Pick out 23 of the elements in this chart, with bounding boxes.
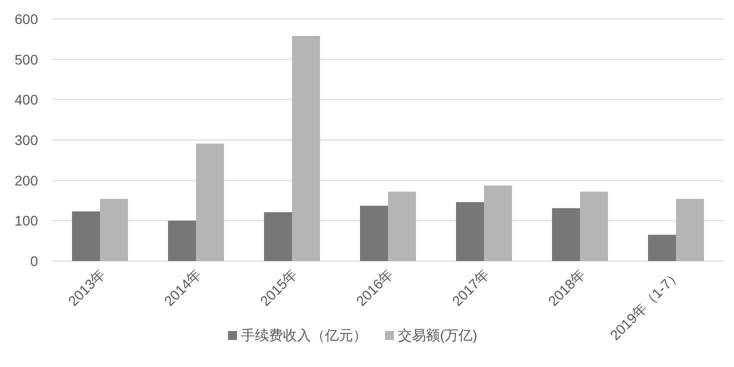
bar bbox=[388, 192, 416, 261]
bar bbox=[648, 234, 676, 261]
y-tick-label: 100 bbox=[14, 212, 38, 229]
bar bbox=[456, 202, 484, 261]
y-tick-label: 500 bbox=[14, 51, 38, 68]
legend-label: 手续费收入（亿元） bbox=[241, 327, 367, 343]
y-tick-label: 400 bbox=[14, 92, 38, 108]
bar bbox=[72, 211, 100, 261]
bar bbox=[168, 220, 196, 261]
bar bbox=[484, 186, 512, 261]
y-tick-label: 300 bbox=[14, 132, 38, 148]
y-tick-label: 200 bbox=[14, 172, 38, 188]
bar bbox=[292, 36, 320, 261]
bar bbox=[580, 192, 608, 261]
y-tick-label: 600 bbox=[14, 11, 38, 27]
bar bbox=[676, 198, 704, 261]
legend-label: 交易额(万亿) bbox=[398, 327, 478, 343]
bar bbox=[100, 198, 128, 261]
bar bbox=[552, 208, 580, 261]
y-tick-label: 0 bbox=[30, 253, 38, 269]
bar bbox=[264, 212, 292, 261]
bar bbox=[360, 206, 388, 261]
bar bbox=[196, 144, 224, 261]
